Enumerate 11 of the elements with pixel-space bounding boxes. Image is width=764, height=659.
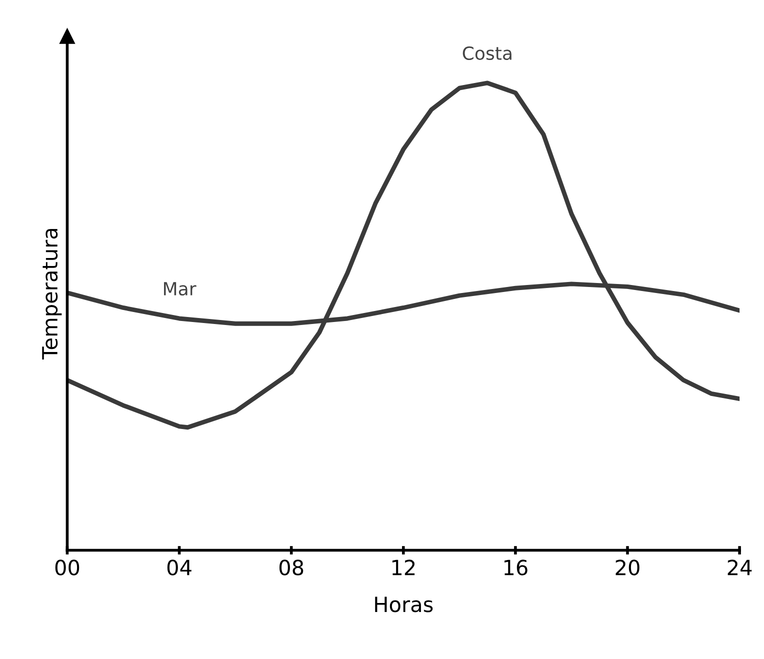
series-label: Mar xyxy=(164,282,196,296)
x-tick-label: 16 xyxy=(504,560,528,576)
x-axis-title: Horas xyxy=(375,596,433,612)
x-tick-label: 00 xyxy=(55,560,80,576)
x-tick-label: 20 xyxy=(616,560,640,576)
x-tick-label: 12 xyxy=(392,560,415,576)
x-tick-label: 04 xyxy=(167,560,192,576)
y-axis-title: Temperatura xyxy=(42,228,62,360)
x-tick-label: 24 xyxy=(728,560,752,576)
series-label: Costa xyxy=(462,46,512,60)
x-tick-label: 08 xyxy=(279,560,304,576)
